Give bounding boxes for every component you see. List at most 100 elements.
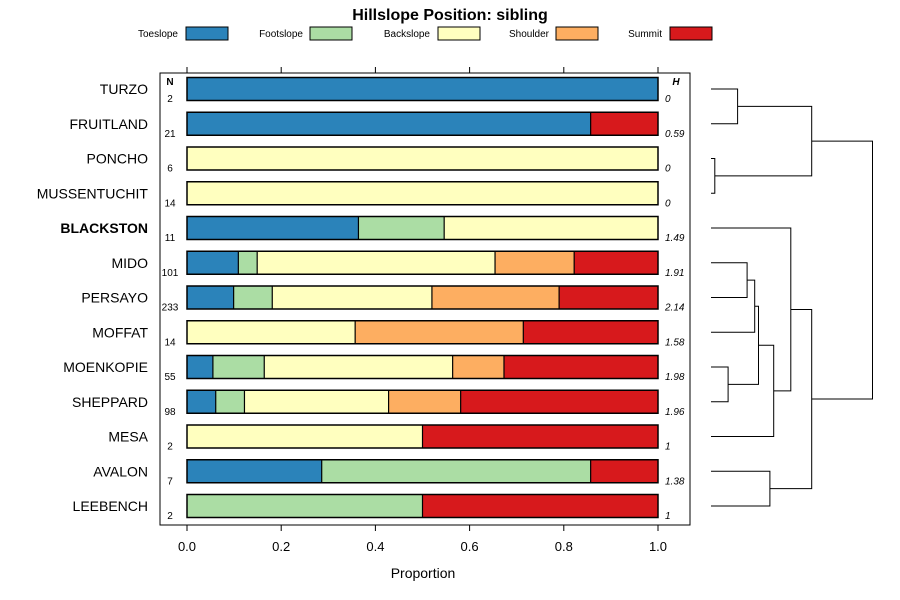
legend-label-summit: Summit bbox=[628, 29, 662, 40]
bar-outline-turzo bbox=[186, 76, 659, 102]
n-value-persayo: 233 bbox=[162, 303, 179, 314]
n-value-poncho: 6 bbox=[167, 164, 173, 175]
h-value-fruitland: 0.59 bbox=[665, 129, 685, 140]
dendrogram bbox=[711, 88, 873, 507]
bar-mido-summit bbox=[574, 251, 658, 275]
bar-outline-sheppard bbox=[186, 389, 659, 414]
legend-label-backslope: Backslope bbox=[384, 29, 431, 40]
bar-avalon-toeslope bbox=[187, 459, 322, 483]
bar-blackston-toeslope bbox=[187, 216, 359, 240]
n-value-sheppard: 98 bbox=[164, 407, 176, 418]
bar-outline-avalon bbox=[186, 459, 659, 484]
legend: Toeslope Footslope Backslope Shoulder Summit bbox=[138, 26, 713, 41]
bar-moffat-backslope bbox=[187, 320, 356, 344]
n-value-mido: 101 bbox=[162, 268, 179, 279]
x-axis-label: Proportion bbox=[391, 565, 456, 581]
legend-swatch-footslope bbox=[309, 26, 353, 41]
h-value-sheppard: 1.96 bbox=[665, 407, 685, 418]
bar-turzo-toeslope bbox=[187, 77, 658, 101]
dendrogram-link-12 bbox=[811, 140, 873, 400]
dendrogram-link-3 bbox=[711, 366, 729, 403]
bar-moenkopie-footslope bbox=[212, 355, 265, 379]
legend-label-shoulder: Shoulder bbox=[509, 29, 550, 40]
h-value-leebench: 1 bbox=[665, 511, 671, 522]
n-value-leebench: 2 bbox=[167, 511, 173, 522]
legend-swatch-summit bbox=[669, 26, 713, 41]
bar-outline-mussentuchit bbox=[186, 181, 659, 206]
n-value-moffat: 14 bbox=[164, 337, 176, 348]
n-header: N bbox=[166, 77, 173, 88]
bar-avalon-summit bbox=[590, 459, 658, 483]
bar-outline-fruitland bbox=[186, 111, 659, 136]
x-tick-label-0: 0.0 bbox=[178, 539, 196, 554]
bar-leebench-summit bbox=[422, 494, 658, 518]
bar-fruitland-toeslope bbox=[187, 112, 591, 136]
bar-moenkopie-shoulder bbox=[452, 355, 504, 379]
dendrogram-link-6 bbox=[728, 305, 759, 385]
row-label-sheppard: SHEPPARD bbox=[72, 394, 148, 410]
row-label-mussentuchit: MUSSENTUCHIT bbox=[37, 185, 149, 201]
row-label-leebench: LEEBENCH bbox=[73, 498, 148, 514]
plot-frame bbox=[159, 72, 691, 526]
legend-swatch-shoulder bbox=[555, 26, 599, 41]
bar-avalon-footslope bbox=[321, 459, 591, 483]
bar-outline-moffat bbox=[186, 320, 659, 345]
bar-mesa-backslope bbox=[187, 425, 423, 448]
n-value-turzo: 2 bbox=[167, 94, 173, 105]
bar-mido-footslope bbox=[238, 251, 258, 275]
bar-sheppard-backslope bbox=[244, 390, 389, 414]
bar-mido-shoulder bbox=[495, 251, 575, 275]
bar-mido-toeslope bbox=[187, 251, 239, 275]
bar-blackston-footslope bbox=[358, 216, 445, 240]
bar-moenkopie-toeslope bbox=[187, 355, 213, 379]
x-axis: 0.0 0.2 0.4 0.6 0.8 1.0 bbox=[178, 67, 667, 554]
x-tick-label-1: 0.2 bbox=[272, 539, 290, 554]
legend-swatch-toeslope bbox=[185, 26, 229, 41]
h-value-mussentuchit: 0 bbox=[665, 198, 671, 209]
n-value-blackston: 11 bbox=[165, 233, 176, 244]
bar-persayo-toeslope bbox=[187, 286, 234, 309]
h-value-moffat: 1.58 bbox=[665, 337, 685, 348]
h-value-turzo: 0 bbox=[665, 94, 671, 105]
bar-outline-mido bbox=[186, 250, 659, 275]
bar-outline-mesa bbox=[186, 424, 659, 449]
bar-blackston-backslope bbox=[444, 216, 658, 240]
n-value-moenkopie: 55 bbox=[164, 372, 176, 383]
bar-outline-persayo bbox=[186, 285, 659, 310]
row-label-fruitland: FRUITLAND bbox=[69, 116, 148, 132]
row-label-blackston: BLACKSTON bbox=[60, 220, 148, 236]
bar-persayo-summit bbox=[559, 286, 658, 309]
row-label-moffat: MOFFAT bbox=[92, 324, 148, 340]
bar-outline-blackston bbox=[186, 215, 659, 241]
bar-persayo-footslope bbox=[233, 286, 273, 309]
h-value-blackston: 1.49 bbox=[665, 233, 685, 244]
row-label-mesa: MESA bbox=[108, 429, 148, 445]
bar-sheppard-shoulder bbox=[388, 390, 461, 414]
dendrogram-link-1 bbox=[711, 158, 716, 194]
bar-sheppard-toeslope bbox=[187, 390, 216, 414]
dendrogram-link-2 bbox=[711, 262, 748, 298]
h-value-mido: 1.91 bbox=[665, 268, 684, 279]
x-tick-label-4: 0.8 bbox=[555, 539, 573, 554]
n-value-mussentuchit: 14 bbox=[164, 198, 176, 209]
bar-sheppard-summit bbox=[460, 390, 658, 414]
bar-leebench-footslope bbox=[187, 494, 423, 518]
row-label-persayo: PERSAYO bbox=[81, 290, 148, 306]
x-tick-label-2: 0.4 bbox=[366, 539, 384, 554]
bar-outline-leebench bbox=[186, 493, 659, 519]
h-value-avalon: 1.38 bbox=[665, 476, 685, 487]
dendrogram-link-9 bbox=[711, 470, 771, 507]
x-tick-label-5: 1.0 bbox=[649, 539, 667, 554]
dendrogram-link-8 bbox=[711, 227, 792, 392]
bar-fruitland-summit bbox=[590, 112, 658, 136]
bar-mussentuchit-backslope bbox=[187, 181, 658, 205]
x-tick-label-3: 0.6 bbox=[461, 539, 479, 554]
row-label-mido: MIDO bbox=[111, 255, 148, 271]
bar-outline-poncho bbox=[186, 146, 659, 171]
bar-moffat-shoulder bbox=[355, 320, 524, 344]
legend-swatch-backslope bbox=[437, 26, 481, 41]
dendrogram-link-5 bbox=[711, 279, 756, 333]
bar-mido-backslope bbox=[257, 251, 496, 275]
